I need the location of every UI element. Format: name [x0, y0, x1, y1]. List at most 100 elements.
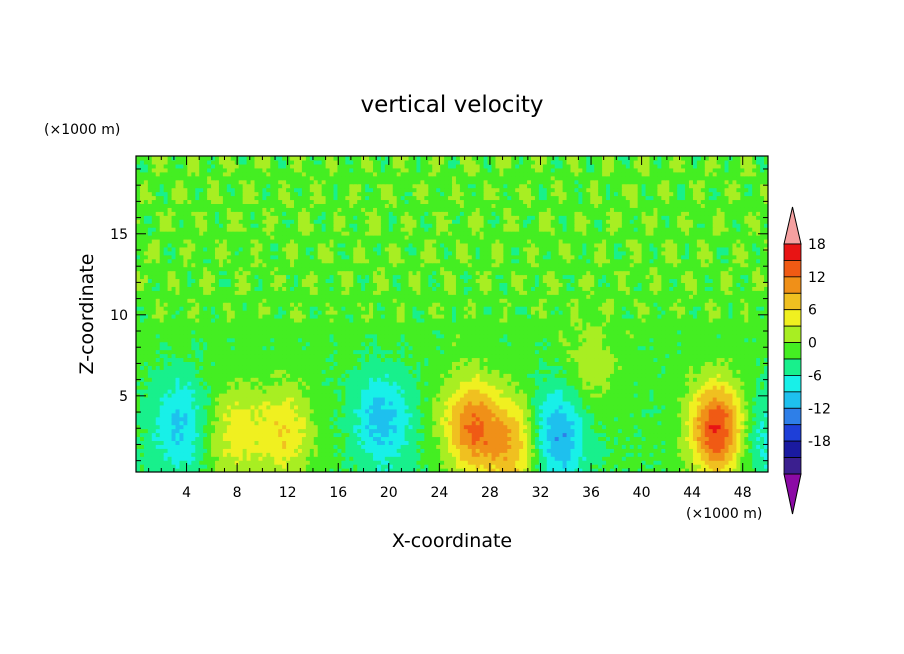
- field-cell: [159, 404, 165, 410]
- field-cell: [507, 440, 512, 445]
- field-cell: [665, 381, 670, 386]
- field-cell: [558, 440, 564, 445]
- field-cell: [218, 345, 224, 351]
- field-cell: [167, 396, 173, 402]
- field-cell: [689, 448, 694, 453]
- field-cell: [171, 385, 177, 390]
- field-cell: [538, 385, 544, 390]
- field-cell: [507, 456, 512, 461]
- field-cell: [448, 365, 453, 370]
- field-cell: [448, 396, 453, 402]
- field-cell: [732, 400, 737, 406]
- field-cell: [740, 361, 745, 366]
- field-cell: [578, 357, 583, 362]
- field-cell: [744, 412, 749, 418]
- field-cell: [266, 357, 271, 362]
- field-cell: [637, 464, 643, 469]
- field-cell: [700, 385, 706, 390]
- field-cell: [728, 408, 734, 414]
- field-cell: [748, 377, 753, 382]
- field-cell: [606, 396, 611, 402]
- field-cell: [511, 357, 516, 362]
- field-cell: [353, 456, 358, 461]
- field-cell: [278, 424, 283, 430]
- field-cell: [282, 412, 287, 418]
- field-cell: [270, 420, 275, 426]
- field-cell: [689, 412, 694, 418]
- field-cell: [645, 432, 651, 438]
- field-cell: [546, 404, 552, 410]
- field-cell: [546, 381, 552, 386]
- field-cell: [760, 412, 765, 418]
- field-cell: [171, 444, 177, 449]
- field-cell: [459, 381, 465, 386]
- field-cell: [428, 464, 433, 469]
- field-cell: [333, 373, 339, 378]
- field-cell: [250, 385, 256, 390]
- field-cell: [408, 468, 414, 472]
- field-cell: [226, 373, 232, 378]
- field-cell: [139, 389, 145, 394]
- field-cell: [305, 444, 311, 449]
- field-cell: [744, 404, 749, 410]
- field-cell: [764, 400, 768, 406]
- field-cell: [574, 361, 579, 366]
- field-cell: [645, 353, 651, 359]
- field-cell: [582, 432, 587, 438]
- field-cell: [736, 424, 741, 430]
- field-cell: [159, 412, 165, 418]
- field-cell: [246, 393, 252, 398]
- field-cell: [606, 349, 611, 355]
- field-cell: [290, 412, 295, 418]
- field-cell: [511, 416, 516, 422]
- field-cell: [752, 468, 757, 472]
- field-cell: [538, 468, 544, 472]
- field-cell: [546, 416, 552, 422]
- field-cell: [724, 389, 730, 394]
- field-cell: [365, 432, 370, 438]
- field-cell: [598, 389, 603, 394]
- field-cell: [329, 381, 335, 386]
- field-cell: [199, 404, 204, 410]
- field-cell: [412, 460, 418, 465]
- field-cell: [337, 385, 342, 390]
- field-cell: [143, 464, 149, 469]
- field-cell: [736, 393, 741, 398]
- field-cell: [534, 444, 540, 449]
- field-cell: [333, 361, 339, 366]
- field-cell: [503, 416, 508, 422]
- field-cell: [183, 416, 188, 422]
- field-cell: [483, 353, 489, 359]
- field-cell: [645, 396, 651, 402]
- field-cell: [440, 396, 445, 402]
- field-cell: [139, 349, 145, 355]
- field-cell: [274, 436, 279, 441]
- field-cell: [341, 361, 346, 366]
- field-cell: [167, 424, 173, 430]
- field-cell: [139, 400, 145, 406]
- field-cell: [297, 464, 303, 469]
- field-cell: [542, 432, 548, 438]
- field-cell: [400, 424, 406, 430]
- field-cell: [728, 385, 734, 390]
- field-cell: [309, 373, 315, 378]
- field-cell: [554, 393, 560, 398]
- field-cell: [309, 408, 315, 414]
- field-cell: [424, 436, 429, 441]
- field-cell: [471, 424, 477, 430]
- field-cell: [179, 365, 184, 370]
- field-cell: [432, 436, 437, 441]
- field-cell: [151, 412, 157, 418]
- field-cell: [689, 452, 694, 457]
- field-cell: [700, 448, 706, 453]
- field-cell: [538, 373, 544, 378]
- field-cell: [570, 448, 576, 453]
- field-cell: [203, 432, 208, 438]
- field-cell: [195, 349, 200, 355]
- field-cell: [274, 452, 279, 457]
- field-cell: [657, 440, 662, 445]
- field-cell: [673, 448, 678, 453]
- field-cell: [337, 365, 342, 370]
- field-cell: [187, 381, 192, 386]
- field-cell: [491, 444, 497, 449]
